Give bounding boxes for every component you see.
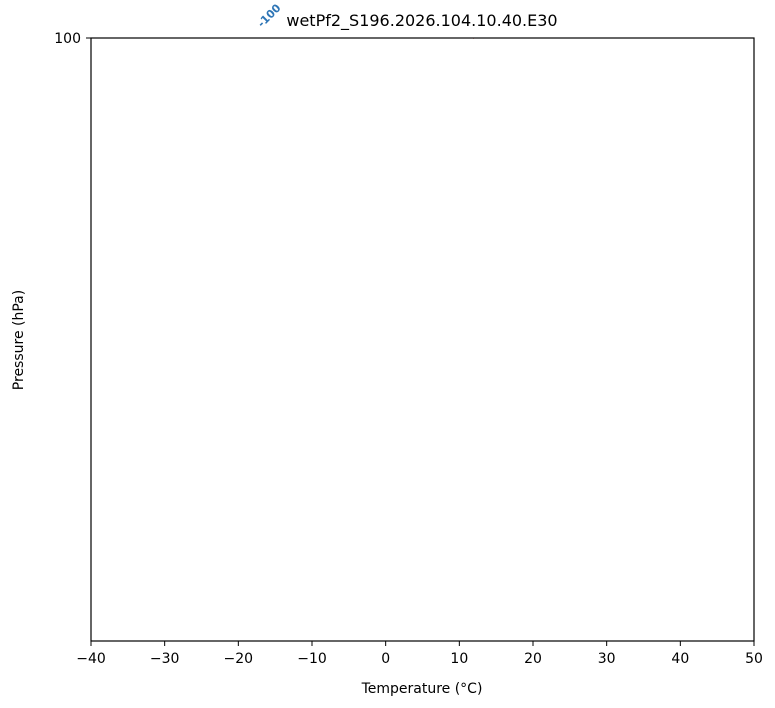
x-tick-label: −10 <box>297 651 327 667</box>
dry-adiabat <box>552 38 555 39</box>
x-tick-label: 40 <box>671 651 689 667</box>
isotherm <box>546 38 548 39</box>
x-axis-label: Temperature (°C) <box>361 681 483 697</box>
dry-adiabat-label: -100 <box>255 1 284 30</box>
dry-adiabat <box>629 38 631 39</box>
axes: −40−30−20−100102030405010020030040050060… <box>54 31 763 667</box>
y-tick-label: 100 <box>54 31 81 47</box>
dry-adiabat <box>591 38 593 39</box>
x-tick-label: −20 <box>224 651 254 667</box>
isotherm <box>620 38 621 39</box>
isotherm <box>694 38 695 39</box>
x-tick-label: 20 <box>524 651 542 667</box>
x-tick-label: 30 <box>598 651 616 667</box>
dry-adiabat <box>705 38 708 39</box>
x-tick-label: 50 <box>745 651 763 667</box>
x-tick-label: −40 <box>76 651 106 667</box>
y-axis-label: Pressure (hPa) <box>11 290 27 390</box>
x-tick-label: 10 <box>450 651 468 667</box>
plot-frame <box>90 37 755 642</box>
x-tick-label: −30 <box>150 651 180 667</box>
dry-adiabat <box>667 38 669 39</box>
isotherm <box>768 0 775 38</box>
dry-adiabat <box>743 38 746 39</box>
x-tick-label: 0 <box>381 651 390 667</box>
chart-title: wetPf2_S196.2026.104.10.40.E30 <box>286 11 557 31</box>
